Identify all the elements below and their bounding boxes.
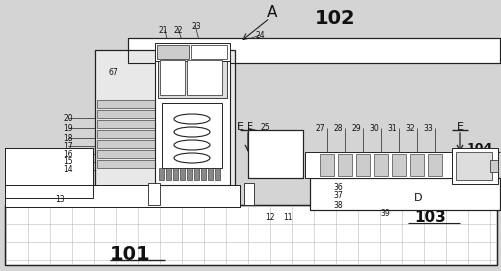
Bar — [193, 168, 198, 180]
Text: 30: 30 — [368, 124, 378, 133]
Bar — [305, 152, 459, 178]
Text: 25: 25 — [260, 122, 269, 131]
Bar — [5, 148, 93, 198]
Bar — [5, 205, 496, 265]
Bar — [97, 100, 157, 108]
Text: 34: 34 — [462, 159, 472, 167]
Text: E: E — [455, 122, 462, 132]
Bar — [247, 130, 303, 178]
Text: 104: 104 — [466, 141, 492, 154]
Bar — [355, 154, 369, 176]
Bar — [427, 154, 441, 176]
Bar — [5, 205, 496, 265]
Text: 13: 13 — [55, 195, 65, 205]
Bar — [159, 168, 164, 180]
Bar — [162, 103, 221, 168]
Bar — [187, 60, 221, 95]
Text: D: D — [413, 193, 421, 203]
Bar — [489, 160, 497, 172]
Text: 101: 101 — [110, 246, 150, 264]
Bar — [187, 168, 191, 180]
Text: E: E — [246, 122, 253, 132]
Text: 22: 22 — [173, 25, 182, 34]
Text: 67: 67 — [108, 67, 118, 76]
Bar — [173, 168, 178, 180]
Bar — [128, 38, 499, 63]
Bar — [155, 55, 229, 185]
Bar — [97, 110, 157, 118]
Bar — [166, 168, 171, 180]
Text: 39: 39 — [379, 208, 389, 218]
Bar — [214, 168, 219, 180]
Bar — [5, 185, 239, 207]
Text: 27: 27 — [315, 124, 324, 133]
Text: 23: 23 — [191, 21, 200, 31]
Bar — [391, 154, 405, 176]
Bar — [97, 130, 157, 138]
Text: 15: 15 — [63, 157, 73, 166]
Bar — [319, 154, 333, 176]
Bar — [97, 120, 157, 128]
Bar — [243, 183, 254, 205]
Bar — [148, 183, 160, 205]
Bar — [97, 150, 157, 158]
Text: 19: 19 — [63, 124, 73, 133]
Bar — [310, 178, 499, 210]
Bar — [190, 45, 226, 59]
Text: 18: 18 — [63, 134, 73, 143]
Bar — [160, 60, 185, 95]
Bar — [409, 154, 423, 176]
Bar — [158, 58, 226, 98]
Bar — [5, 148, 93, 198]
Bar — [155, 43, 229, 61]
Text: 29: 29 — [351, 124, 360, 133]
Bar — [97, 160, 157, 168]
Text: 33: 33 — [422, 124, 432, 133]
Bar — [310, 178, 499, 210]
Text: 16: 16 — [63, 150, 73, 159]
Text: 38: 38 — [333, 201, 342, 209]
Text: 11: 11 — [283, 214, 292, 222]
Text: 24: 24 — [255, 31, 265, 40]
Text: 31: 31 — [386, 124, 396, 133]
Bar — [180, 168, 185, 180]
Bar — [337, 154, 351, 176]
Bar — [128, 38, 499, 63]
Bar — [200, 168, 205, 180]
Bar — [207, 168, 212, 180]
Text: E: E — [236, 122, 243, 132]
Bar — [95, 50, 234, 198]
Bar — [373, 154, 387, 176]
Text: 28: 28 — [333, 124, 342, 133]
Text: 32: 32 — [404, 124, 414, 133]
Text: 102: 102 — [314, 8, 355, 27]
Text: A: A — [266, 5, 277, 20]
Text: 37: 37 — [333, 192, 342, 201]
Text: 103: 103 — [413, 211, 445, 225]
Bar — [455, 152, 491, 180]
Text: 21: 21 — [158, 25, 167, 34]
Bar — [157, 45, 188, 59]
Bar — [97, 140, 157, 148]
Bar — [451, 148, 497, 184]
Text: 35: 35 — [462, 167, 472, 176]
Bar — [5, 185, 239, 207]
Text: 36: 36 — [333, 182, 342, 192]
Text: 17: 17 — [63, 141, 73, 150]
Text: 20: 20 — [63, 114, 73, 122]
Text: 12: 12 — [265, 214, 274, 222]
Text: 14: 14 — [63, 166, 73, 175]
Bar — [247, 130, 303, 178]
